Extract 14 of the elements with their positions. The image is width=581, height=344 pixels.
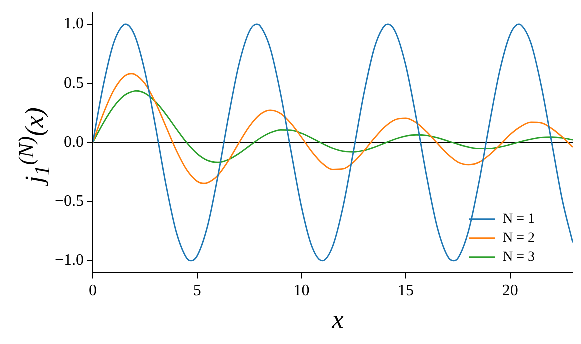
legend-label: N = 3 <box>503 250 536 265</box>
x-tick-label: 10 <box>294 282 310 300</box>
legend-label: N = 2 <box>503 230 536 246</box>
x-tick-label: 20 <box>502 282 518 300</box>
y-tick-label: 0.0 <box>64 134 84 151</box>
legend-label: N = 1 <box>503 212 536 227</box>
y-tick-label: 0.5 <box>64 74 84 92</box>
x-tick-label: 5 <box>193 282 202 300</box>
x-tick-label: 0 <box>89 282 98 300</box>
y-tick-label: −1.0 <box>54 252 84 270</box>
y-tick-label: 1.0 <box>64 16 84 33</box>
y-tick-label: −0.5 <box>54 193 84 210</box>
x-tick-label: 15 <box>398 282 414 300</box>
x-axis-title: x <box>331 305 345 335</box>
